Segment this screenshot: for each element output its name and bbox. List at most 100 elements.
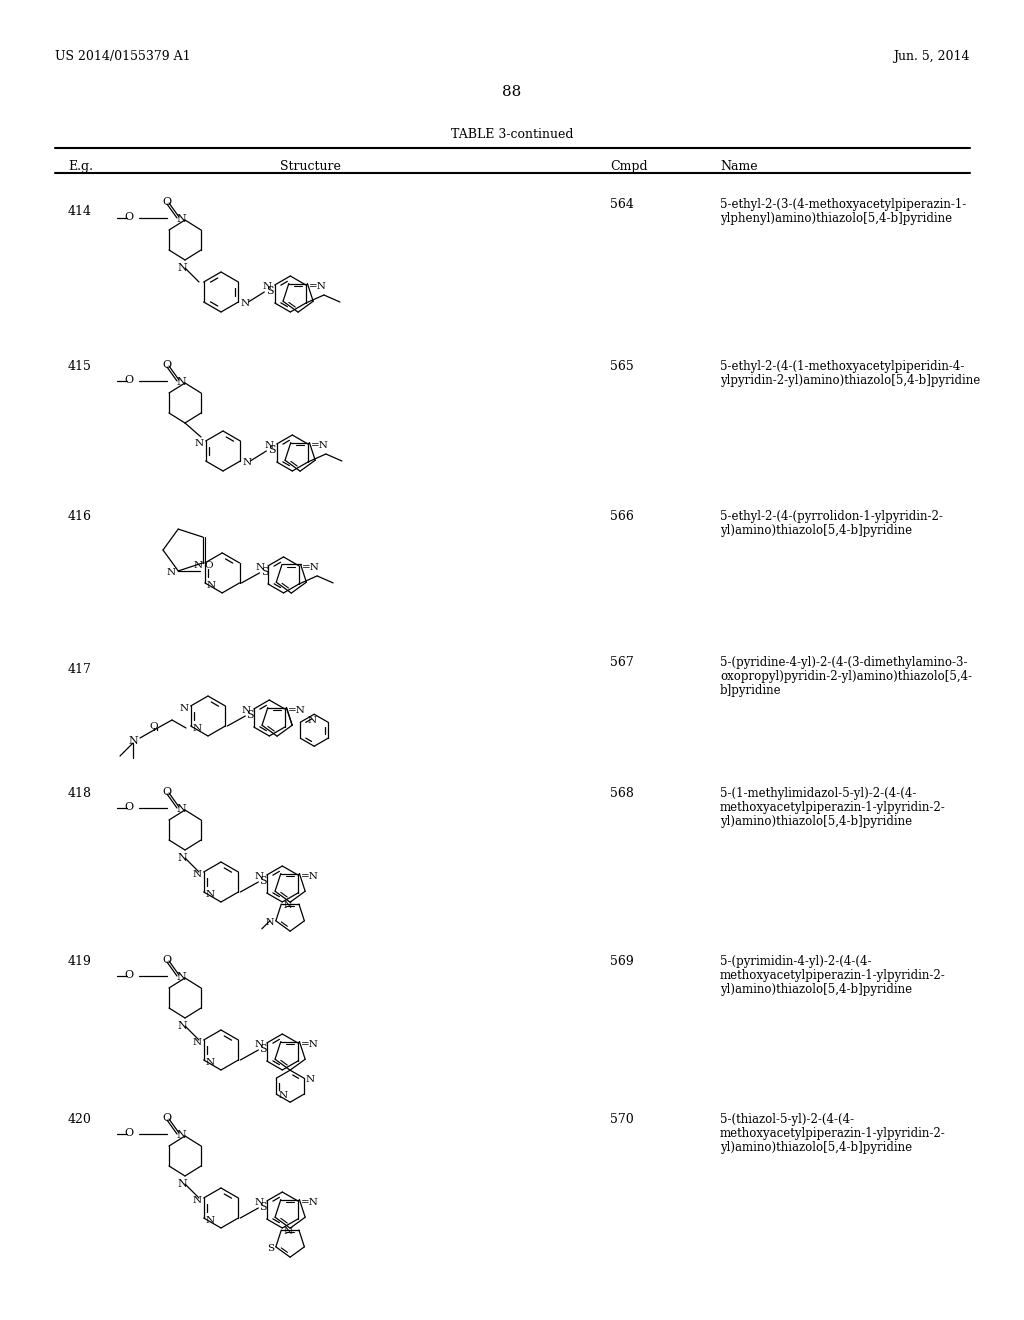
- Text: N: N: [177, 1020, 186, 1031]
- Text: 570: 570: [610, 1113, 634, 1126]
- Text: =N: =N: [301, 873, 318, 880]
- Text: N: N: [193, 1196, 202, 1205]
- Text: ylpyridin-2-yl)amino)thiazolo[5,4-b]pyridine: ylpyridin-2-yl)amino)thiazolo[5,4-b]pyri…: [720, 374, 980, 387]
- Text: 566: 566: [610, 510, 634, 523]
- Text: N: N: [255, 873, 264, 880]
- Text: N: N: [284, 902, 292, 909]
- Text: S: S: [247, 710, 254, 719]
- Text: N: N: [193, 723, 202, 733]
- Text: ylphenyl)amino)thiazolo[5,4-b]pyridine: ylphenyl)amino)thiazolo[5,4-b]pyridine: [720, 213, 952, 224]
- Text: 5-(1-methylimidazol-5-yl)-2-(4-(4-: 5-(1-methylimidazol-5-yl)-2-(4-(4-: [720, 787, 916, 800]
- Text: N: N: [166, 568, 175, 577]
- Text: yl)amino)thiazolo[5,4-b]pyridine: yl)amino)thiazolo[5,4-b]pyridine: [720, 524, 912, 537]
- Text: N: N: [206, 890, 215, 899]
- Text: N: N: [177, 263, 186, 273]
- Text: S: S: [259, 1044, 267, 1053]
- Text: 569: 569: [610, 954, 634, 968]
- Text: N: N: [284, 1228, 293, 1236]
- Text: N: N: [179, 704, 188, 713]
- Text: yl)amino)thiazolo[5,4-b]pyridine: yl)amino)thiazolo[5,4-b]pyridine: [720, 814, 912, 828]
- Text: =N: =N: [302, 562, 319, 572]
- Text: US 2014/0155379 A1: US 2014/0155379 A1: [55, 50, 190, 63]
- Text: 568: 568: [610, 787, 634, 800]
- Text: N: N: [193, 1038, 202, 1047]
- Text: S: S: [259, 876, 267, 886]
- Text: =N: =N: [288, 706, 306, 715]
- Text: methoxyacetylpiperazin-1-ylpyridin-2-: methoxyacetylpiperazin-1-ylpyridin-2-: [720, 969, 946, 982]
- Text: O: O: [125, 970, 133, 979]
- Text: =N: =N: [301, 1040, 318, 1049]
- Text: =N: =N: [311, 441, 329, 450]
- Text: 565: 565: [610, 360, 634, 374]
- Text: 417: 417: [68, 663, 92, 676]
- Text: 567: 567: [610, 656, 634, 669]
- Text: O: O: [150, 722, 159, 731]
- Text: 5-ethyl-2-(3-(4-methoxyacetylpiperazin-1-: 5-ethyl-2-(3-(4-methoxyacetylpiperazin-1…: [720, 198, 967, 211]
- Text: yl)amino)thiazolo[5,4-b]pyridine: yl)amino)thiazolo[5,4-b]pyridine: [720, 983, 912, 997]
- Text: yl)amino)thiazolo[5,4-b]pyridine: yl)amino)thiazolo[5,4-b]pyridine: [720, 1140, 912, 1154]
- Text: N: N: [307, 717, 316, 725]
- Text: methoxyacetylpiperazin-1-ylpyridin-2-: methoxyacetylpiperazin-1-ylpyridin-2-: [720, 1127, 946, 1140]
- Text: =N: =N: [309, 282, 327, 290]
- Text: S: S: [268, 445, 276, 455]
- Text: O: O: [163, 360, 172, 370]
- Text: N: N: [128, 737, 138, 746]
- Text: 416: 416: [68, 510, 92, 523]
- Text: 419: 419: [68, 954, 92, 968]
- Text: methoxyacetylpiperazin-1-ylpyridin-2-: methoxyacetylpiperazin-1-ylpyridin-2-: [720, 801, 946, 814]
- Text: N: N: [176, 1130, 186, 1140]
- Text: N: N: [195, 440, 204, 447]
- Text: oxopropyl)pyridin-2-yl)amino)thiazolo[5,4-: oxopropyl)pyridin-2-yl)amino)thiazolo[5,…: [720, 671, 972, 682]
- Text: N: N: [265, 917, 273, 927]
- Text: 5-(pyridine-4-yl)-2-(4-(3-dimethylamino-3-: 5-(pyridine-4-yl)-2-(4-(3-dimethylamino-…: [720, 656, 968, 669]
- Text: O: O: [125, 1129, 133, 1138]
- Text: N: N: [256, 562, 265, 572]
- Text: N: N: [306, 1076, 315, 1084]
- Text: 5-(thiazol-5-yl)-2-(4-(4-: 5-(thiazol-5-yl)-2-(4-(4-: [720, 1113, 854, 1126]
- Text: N: N: [177, 1179, 186, 1189]
- Text: S: S: [266, 1243, 273, 1253]
- Text: =N: =N: [301, 1199, 318, 1206]
- Text: N: N: [176, 378, 186, 387]
- Text: 564: 564: [610, 198, 634, 211]
- Text: N: N: [242, 706, 251, 715]
- Text: N: N: [241, 300, 250, 308]
- Text: 5-(pyrimidin-4-yl)-2-(4-(4-: 5-(pyrimidin-4-yl)-2-(4-(4-: [720, 954, 871, 968]
- Text: O: O: [163, 1113, 172, 1123]
- Text: N: N: [262, 282, 271, 290]
- Text: N: N: [255, 1199, 264, 1206]
- Text: O: O: [163, 954, 172, 965]
- Text: N: N: [207, 581, 216, 590]
- Text: O: O: [205, 561, 213, 570]
- Text: 5-ethyl-2-(4-(1-methoxyacetylpiperidin-4-: 5-ethyl-2-(4-(1-methoxyacetylpiperidin-4…: [720, 360, 965, 374]
- Text: 418: 418: [68, 787, 92, 800]
- Text: N: N: [206, 1059, 215, 1067]
- Text: TABLE 3-continued: TABLE 3-continued: [451, 128, 573, 141]
- Text: N: N: [243, 458, 252, 467]
- Text: N: N: [176, 214, 186, 224]
- Text: E.g.: E.g.: [68, 160, 93, 173]
- Text: 5-ethyl-2-(4-(pyrrolidon-1-ylpyridin-2-: 5-ethyl-2-(4-(pyrrolidon-1-ylpyridin-2-: [720, 510, 943, 523]
- Text: 415: 415: [68, 360, 92, 374]
- Text: N: N: [255, 1040, 264, 1049]
- Text: N: N: [206, 1216, 215, 1225]
- Text: 420: 420: [68, 1113, 92, 1126]
- Text: N: N: [176, 804, 186, 814]
- Text: S: S: [261, 566, 268, 577]
- Text: Cmpd: Cmpd: [610, 160, 647, 173]
- Text: N: N: [279, 1092, 288, 1100]
- Text: N: N: [176, 972, 186, 982]
- Text: S: S: [266, 286, 274, 296]
- Text: N: N: [193, 870, 202, 879]
- Text: Structure: Structure: [280, 160, 340, 173]
- Text: O: O: [163, 197, 172, 207]
- Text: N: N: [264, 441, 273, 450]
- Text: 414: 414: [68, 205, 92, 218]
- Text: N: N: [194, 561, 203, 570]
- Text: b]pyridine: b]pyridine: [720, 684, 781, 697]
- Text: Name: Name: [720, 160, 758, 173]
- Text: N: N: [177, 853, 186, 863]
- Text: O: O: [125, 213, 133, 222]
- Text: O: O: [163, 787, 172, 797]
- Text: Jun. 5, 2014: Jun. 5, 2014: [894, 50, 970, 63]
